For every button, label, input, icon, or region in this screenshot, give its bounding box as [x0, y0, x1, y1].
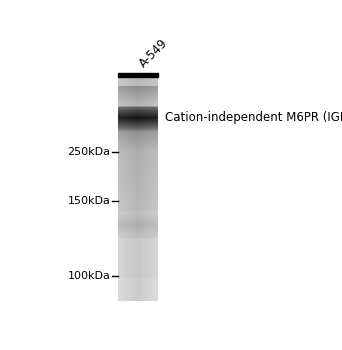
Text: A-549: A-549 [137, 37, 170, 71]
Text: 250kDa: 250kDa [67, 147, 110, 158]
Text: 100kDa: 100kDa [67, 272, 110, 281]
Text: 150kDa: 150kDa [67, 196, 110, 206]
Bar [118, 73, 158, 77]
Text: Cation-independent M6PR (IGF2R): Cation-independent M6PR (IGF2R) [165, 111, 342, 124]
